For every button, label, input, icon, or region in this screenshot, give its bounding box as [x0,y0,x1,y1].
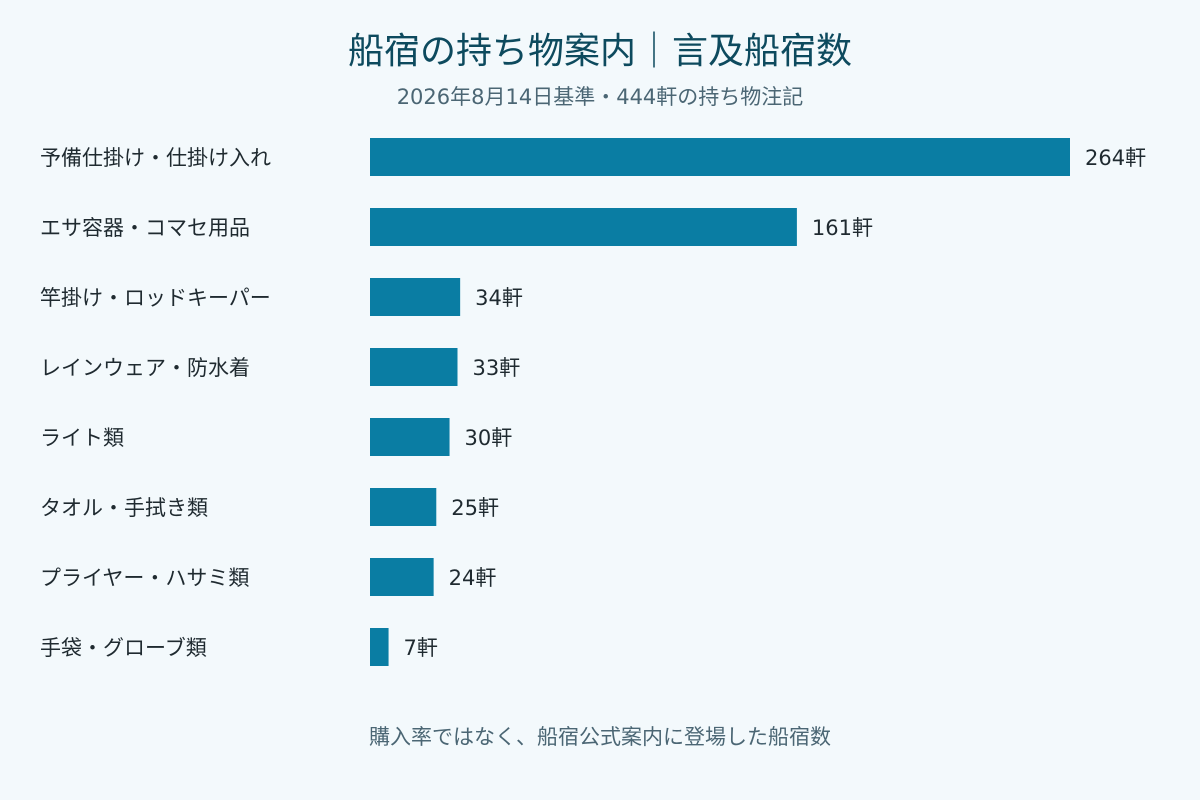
category-label: 手袋・グローブ類 [40,636,207,660]
value-label: 161軒 [812,216,873,240]
value-label: 33軒 [473,356,521,380]
value-label: 30軒 [465,426,513,450]
chart-footnote: 購入率ではなく、船宿公式案内に登場した船宿数 [369,725,831,749]
value-labels: 264軒 161軒 34軒 33軒 30軒 25軒 24軒 7軒 [404,146,1147,660]
category-label: ライト類 [40,426,124,450]
bar [370,488,437,526]
value-label: 7軒 [404,636,438,660]
value-label: 34軒 [475,286,523,310]
bar [370,208,797,246]
category-label: プライヤー・ハサミ類 [40,566,249,590]
category-label: 予備仕掛け・仕掛け入れ [40,146,271,170]
bar [370,278,461,316]
bar [370,418,450,456]
category-label: タオル・手拭き類 [40,496,208,520]
chart-title: 船宿の持ち物案内｜言及船宿数 [347,31,852,72]
value-label: 264軒 [1085,146,1146,170]
category-labels: 予備仕掛け・仕掛け入れエサ容器・コマセ用品竿掛け・ロッドキーパーレインウェア・防… [40,146,271,660]
bar [370,138,1070,176]
bars [370,138,1070,666]
chart-subtitle: 2026年8月14日基準・444軒の持ち物注記 [396,85,804,109]
value-label: 24軒 [449,566,497,590]
category-label: エサ容器・コマセ用品 [40,216,250,240]
category-label: 竿掛け・ロッドキーパー [40,286,271,310]
bar [370,558,434,596]
bar [370,628,389,666]
category-label: レインウェア・防水着 [40,356,250,380]
value-label: 25軒 [451,496,499,520]
bar [370,348,458,386]
